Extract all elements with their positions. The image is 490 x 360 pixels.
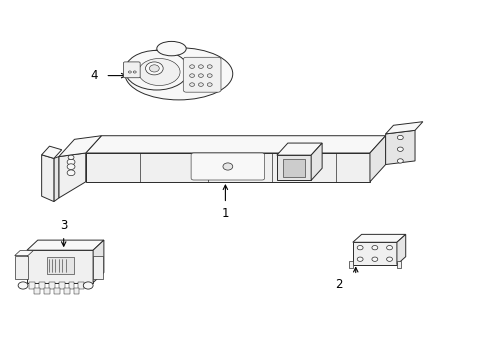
Circle shape xyxy=(207,65,212,68)
Circle shape xyxy=(372,257,378,261)
Polygon shape xyxy=(277,143,322,155)
Circle shape xyxy=(397,147,403,151)
Polygon shape xyxy=(27,240,104,250)
Polygon shape xyxy=(370,136,386,182)
Circle shape xyxy=(198,65,203,68)
Circle shape xyxy=(146,62,163,75)
Bar xyxy=(64,288,70,294)
Polygon shape xyxy=(59,136,101,157)
Bar xyxy=(54,288,60,294)
Polygon shape xyxy=(42,146,62,158)
Circle shape xyxy=(149,65,159,72)
Circle shape xyxy=(397,135,403,140)
Circle shape xyxy=(207,74,212,77)
Text: 2: 2 xyxy=(336,278,343,291)
Ellipse shape xyxy=(138,58,180,85)
Polygon shape xyxy=(27,250,93,283)
Bar xyxy=(34,288,40,294)
Ellipse shape xyxy=(125,48,233,100)
Circle shape xyxy=(357,246,363,250)
Bar xyxy=(69,282,74,289)
Circle shape xyxy=(68,155,74,159)
Polygon shape xyxy=(353,242,397,265)
Circle shape xyxy=(190,65,195,68)
Circle shape xyxy=(18,282,28,289)
Circle shape xyxy=(198,74,203,77)
Text: 3: 3 xyxy=(60,219,68,232)
Bar xyxy=(74,288,79,294)
Circle shape xyxy=(357,257,363,261)
Polygon shape xyxy=(349,261,353,268)
Ellipse shape xyxy=(125,50,189,90)
Polygon shape xyxy=(15,251,33,256)
Polygon shape xyxy=(397,261,401,268)
FancyBboxPatch shape xyxy=(191,153,265,180)
Bar xyxy=(49,282,55,289)
Circle shape xyxy=(128,71,131,73)
Bar xyxy=(15,256,28,279)
Polygon shape xyxy=(386,130,415,165)
Polygon shape xyxy=(386,122,423,134)
Text: 4: 4 xyxy=(91,69,98,82)
Circle shape xyxy=(387,246,392,250)
Circle shape xyxy=(133,71,136,73)
Circle shape xyxy=(207,83,212,86)
Circle shape xyxy=(198,83,203,86)
Polygon shape xyxy=(86,153,370,182)
FancyBboxPatch shape xyxy=(123,62,140,78)
Circle shape xyxy=(67,159,75,165)
Polygon shape xyxy=(86,136,386,153)
Circle shape xyxy=(67,164,75,170)
FancyBboxPatch shape xyxy=(183,57,221,92)
Bar xyxy=(29,282,35,289)
Circle shape xyxy=(372,246,378,250)
Polygon shape xyxy=(311,143,322,180)
Polygon shape xyxy=(353,234,406,242)
Polygon shape xyxy=(59,153,86,198)
Bar xyxy=(44,288,50,294)
Bar xyxy=(59,282,65,289)
Circle shape xyxy=(223,163,233,170)
Bar xyxy=(93,256,103,279)
Bar xyxy=(283,159,305,177)
Polygon shape xyxy=(54,157,59,202)
Bar xyxy=(78,282,84,289)
Polygon shape xyxy=(397,234,406,265)
Circle shape xyxy=(190,83,195,86)
Text: 1: 1 xyxy=(221,207,229,220)
Circle shape xyxy=(67,170,75,176)
Bar xyxy=(39,282,45,289)
Polygon shape xyxy=(42,155,54,202)
Polygon shape xyxy=(93,240,104,283)
Bar xyxy=(277,155,311,180)
Circle shape xyxy=(83,282,93,289)
Circle shape xyxy=(397,159,403,163)
Circle shape xyxy=(190,74,195,77)
Circle shape xyxy=(387,257,392,261)
Ellipse shape xyxy=(157,41,186,56)
Bar xyxy=(47,257,74,274)
